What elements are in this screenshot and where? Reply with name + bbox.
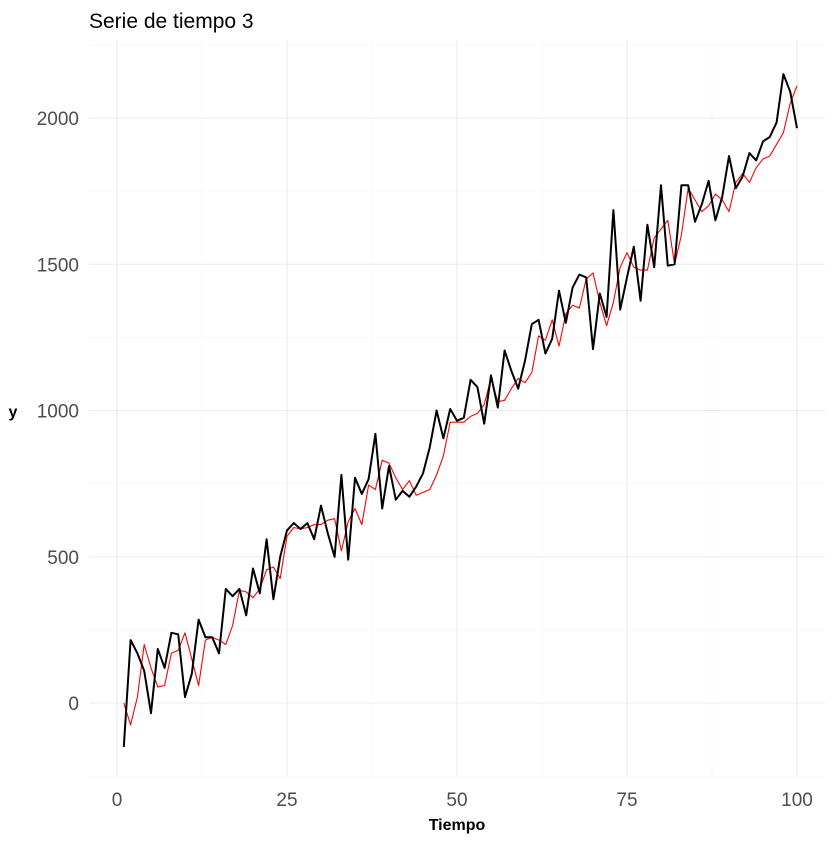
x-axis-title: Tiempo bbox=[429, 817, 486, 834]
chart-title: Serie de tiempo 3 bbox=[89, 10, 254, 33]
y-tick-label: 2000 bbox=[37, 109, 79, 130]
y-tick-label: 1000 bbox=[37, 402, 79, 423]
series-line-black bbox=[122, 73, 798, 747]
x-tick-label: 100 bbox=[781, 790, 813, 811]
y-axis-title: y bbox=[9, 404, 18, 421]
x-tick-label: 0 bbox=[112, 790, 123, 811]
series-lines bbox=[122, 73, 798, 747]
series-line-red bbox=[123, 85, 798, 726]
x-tick-label: 75 bbox=[616, 790, 637, 811]
x-tick-label: 25 bbox=[276, 790, 297, 811]
y-tick-label: 1500 bbox=[37, 255, 79, 276]
x-tick-label: 50 bbox=[446, 790, 467, 811]
grid bbox=[89, 40, 825, 777]
y-tick-label: 500 bbox=[47, 548, 79, 569]
y-tick-label: 0 bbox=[68, 694, 79, 715]
